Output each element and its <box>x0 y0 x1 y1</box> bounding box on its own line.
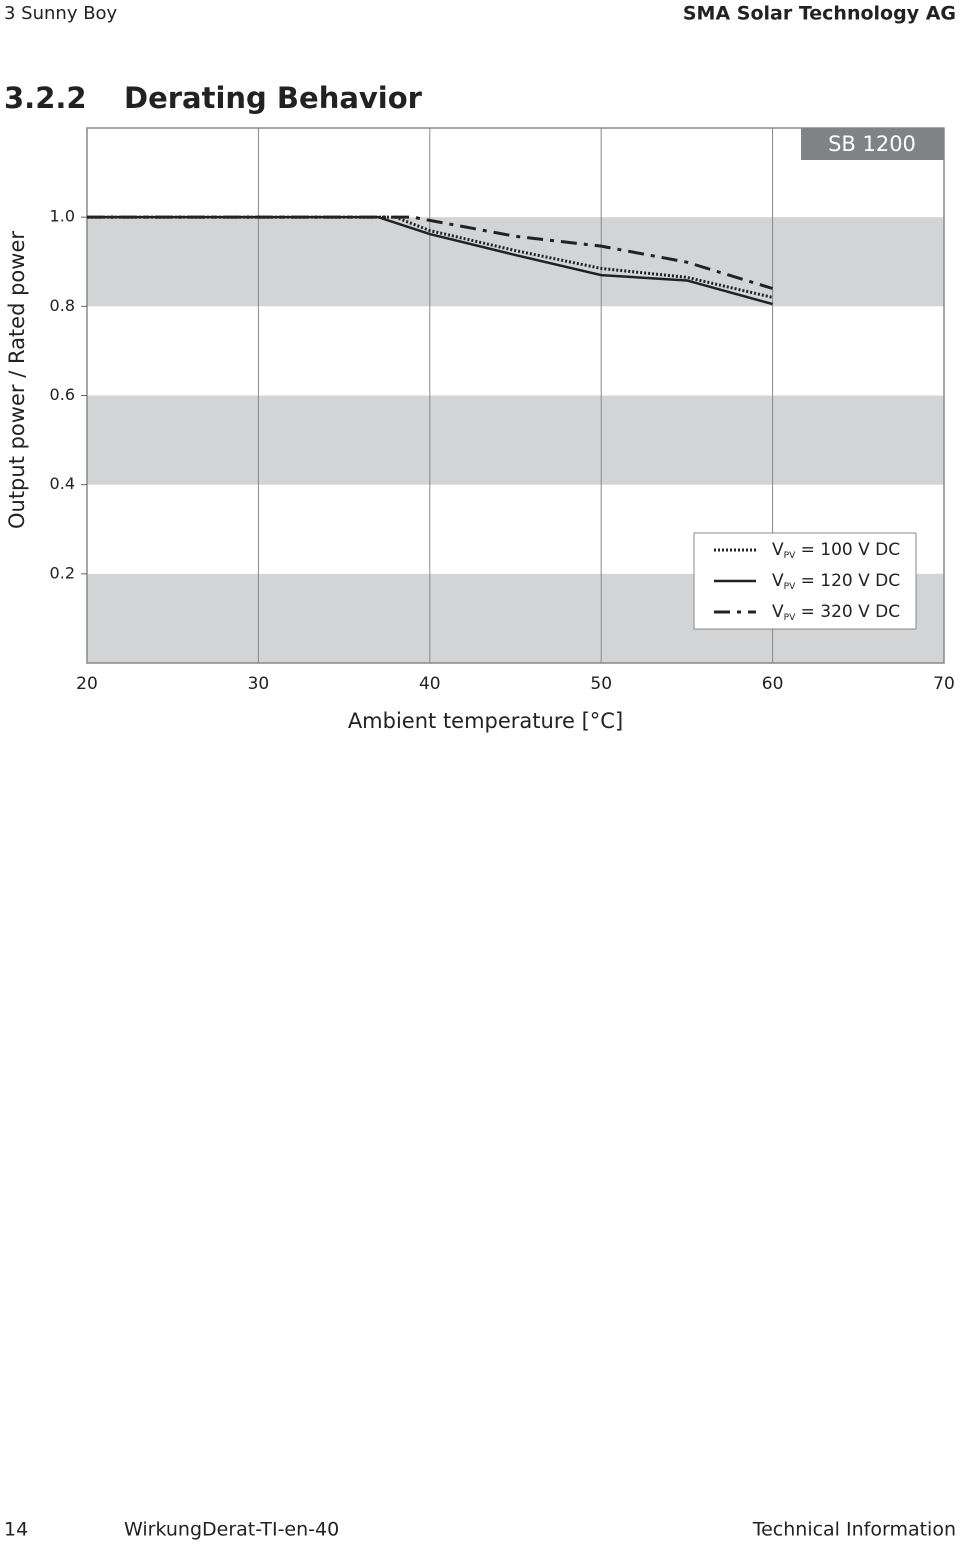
y-tick-label: 0.2 <box>50 563 75 582</box>
y-tick-label: 0.6 <box>50 385 75 404</box>
y-tick-label: 1.0 <box>50 207 75 226</box>
x-axis-label: Ambient temperature [°C] <box>348 709 623 733</box>
footer-right: Technical Information <box>752 1519 956 1541</box>
x-tick-label: 70 <box>933 674 955 694</box>
y-tick-label: 0.4 <box>50 474 75 493</box>
footer-page: 14 <box>4 1519 28 1541</box>
series-line <box>87 215 774 290</box>
y-axis-label: Output power / Rated power <box>5 231 29 529</box>
legend-label: VPV = 320 V DC <box>772 602 900 623</box>
x-tick-label: 30 <box>248 674 270 694</box>
shaded-band <box>87 395 944 485</box>
footer-doc-id: WirkungDerat-TI-en-40 <box>124 1519 339 1541</box>
section-number: 3.2.2 <box>4 81 87 115</box>
x-tick-label: 20 <box>76 674 98 694</box>
annotation-box <box>801 128 944 160</box>
legend-label: VPV = 100 V DC <box>772 540 900 561</box>
section-title: Derating Behavior <box>124 81 423 115</box>
legend-label: VPV = 120 V DC <box>772 571 900 592</box>
shaded-band <box>87 217 944 307</box>
x-tick-label: 60 <box>762 674 784 694</box>
x-tick-label: 40 <box>419 674 441 694</box>
header-right: SMA Solar Technology AG <box>683 3 956 25</box>
x-tick-label: 50 <box>590 674 612 694</box>
header-left: 3 Sunny Boy <box>4 3 118 24</box>
y-tick-label: 0.8 <box>50 296 75 315</box>
annotation: SB 1200 <box>828 132 916 156</box>
series-line <box>87 215 773 306</box>
